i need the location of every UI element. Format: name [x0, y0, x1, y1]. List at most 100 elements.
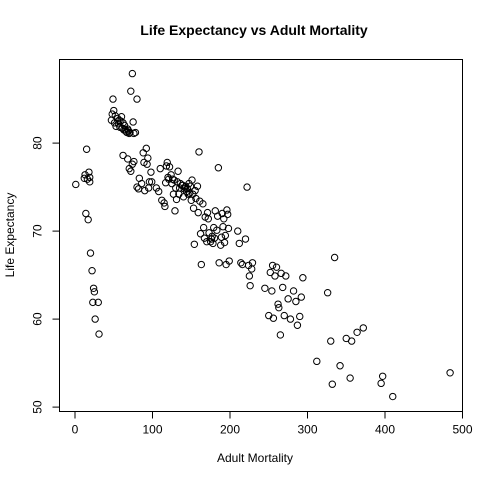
data-point — [126, 128, 134, 137]
data-point — [145, 178, 154, 186]
y-tick-label: 80 — [31, 136, 45, 150]
data-point — [129, 118, 137, 126]
data-point — [199, 223, 208, 232]
data-point — [147, 168, 155, 176]
data-point — [94, 298, 102, 307]
data-point — [82, 209, 90, 218]
data-point — [188, 176, 196, 184]
plot-frame — [59, 59, 463, 412]
data-point — [327, 337, 335, 345]
data-point — [220, 215, 228, 223]
data-point — [95, 330, 103, 338]
data-point — [297, 293, 305, 301]
data-point — [204, 215, 213, 223]
data-point — [130, 129, 138, 138]
data-point — [241, 235, 250, 243]
data-point — [124, 155, 132, 163]
data-point — [279, 283, 287, 292]
data-point — [89, 284, 98, 292]
data-point — [167, 171, 175, 179]
data-point — [353, 328, 361, 336]
data-point — [237, 259, 245, 267]
data-point — [234, 227, 242, 235]
data-point — [109, 95, 117, 103]
data-point — [235, 239, 244, 248]
data-point — [169, 190, 178, 198]
data-point — [286, 315, 295, 323]
data-point — [148, 178, 156, 186]
x-axis: 0 100 200 300 400 500 — [72, 411, 473, 437]
data-point — [131, 128, 140, 137]
data-point — [84, 215, 92, 224]
data-point — [117, 117, 125, 125]
y-tick-label: 70 — [31, 224, 45, 238]
data-point — [189, 204, 198, 212]
data-point — [282, 272, 290, 280]
data-point — [271, 272, 279, 280]
data-point — [161, 202, 169, 211]
y-tick-label: 60 — [31, 312, 45, 326]
data-point — [165, 163, 174, 171]
data-point — [127, 87, 135, 95]
data-point — [142, 144, 151, 153]
data-point — [208, 232, 216, 241]
data-point — [128, 69, 137, 78]
data-point — [292, 297, 300, 306]
data-point — [284, 295, 292, 303]
data-point — [199, 200, 207, 208]
data-point — [156, 164, 164, 173]
data-point — [90, 288, 99, 296]
data-point — [214, 164, 223, 172]
data-point — [359, 324, 367, 332]
data-point — [127, 167, 135, 175]
data-point — [218, 209, 226, 218]
data-point — [293, 321, 302, 329]
data-point — [246, 281, 254, 290]
data-point — [85, 168, 93, 176]
x-tick-label: 0 — [72, 423, 79, 437]
data-point — [248, 259, 257, 267]
data-point — [296, 312, 304, 321]
data-point — [313, 357, 321, 366]
data-point — [160, 199, 168, 207]
data-point — [133, 95, 141, 103]
data-point — [141, 186, 149, 195]
data-point — [328, 380, 336, 388]
data-point — [197, 260, 206, 269]
data-point — [217, 241, 225, 249]
y-axis-label: Life Expectancy — [3, 193, 17, 278]
data-point — [389, 392, 397, 401]
data-point — [268, 261, 277, 270]
data-point — [195, 148, 203, 156]
data-point — [89, 298, 97, 307]
data-point — [155, 187, 163, 196]
data-point — [221, 231, 230, 240]
data-point — [323, 289, 332, 297]
data-point — [82, 145, 91, 153]
data-point — [377, 379, 385, 388]
data-point — [219, 223, 227, 231]
x-tick-label: 400 — [375, 423, 395, 437]
data-point — [80, 174, 89, 183]
data-point — [280, 311, 288, 320]
data-point — [266, 268, 274, 277]
data-point — [130, 157, 138, 166]
x-tick-label: 500 — [452, 423, 472, 437]
x-tick-label: 300 — [297, 423, 317, 437]
data-points — [72, 69, 454, 401]
data-point — [86, 249, 95, 257]
data-point — [119, 151, 127, 160]
data-point — [217, 233, 226, 241]
data-point — [88, 267, 96, 275]
data-point — [238, 260, 247, 269]
data-point — [330, 253, 339, 262]
data-point — [162, 162, 171, 170]
data-point — [220, 238, 229, 247]
data-point — [86, 178, 94, 186]
data-point — [193, 182, 202, 190]
data-point — [243, 183, 251, 191]
data-point — [210, 234, 219, 242]
x-tick-label: 100 — [142, 423, 162, 437]
data-point — [171, 207, 179, 215]
x-axis-label: Adult Mortality — [217, 451, 293, 465]
